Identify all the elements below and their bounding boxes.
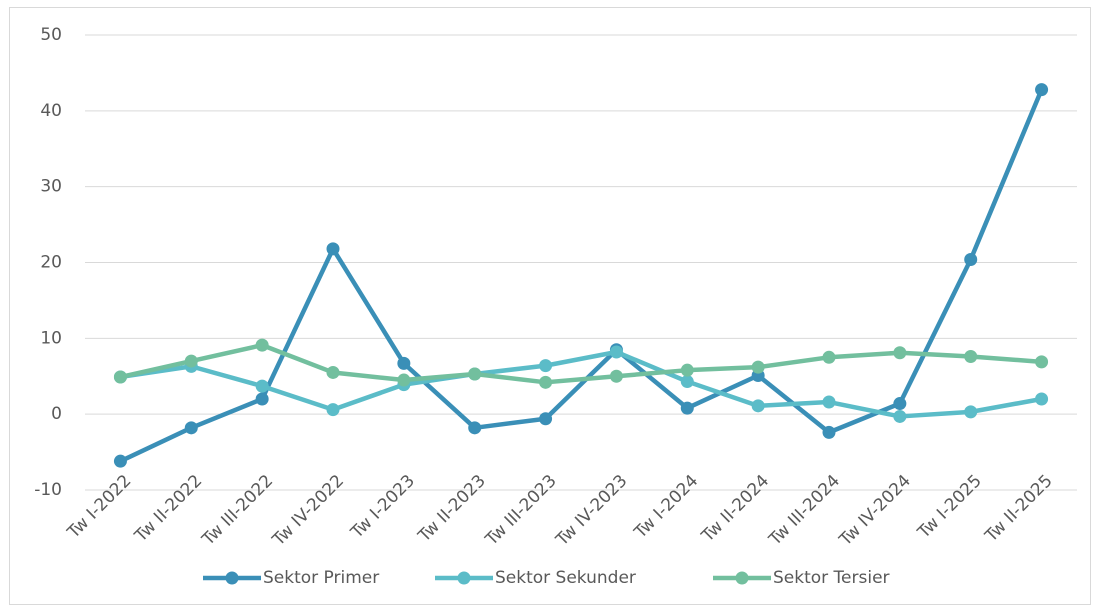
y-tick-label: 20: [40, 253, 62, 273]
legend-marker: [225, 571, 239, 585]
data-point: [822, 425, 836, 439]
data-point: [539, 359, 553, 373]
data-point: [680, 401, 694, 415]
legend-marker: [457, 571, 471, 585]
series-line: [119, 342, 1042, 385]
y-tick-label: 0: [51, 404, 62, 424]
y-tick-label: 10: [40, 328, 62, 348]
y-tick-label: 50: [40, 25, 62, 45]
data-point: [609, 369, 623, 383]
data-point: [397, 373, 411, 387]
data-point: [964, 350, 978, 364]
legend-label: Sektor Sekunder: [495, 568, 636, 588]
data-point: [326, 403, 340, 417]
data-point: [964, 405, 978, 419]
y-tick-label: 40: [40, 101, 62, 121]
data-point: [893, 397, 907, 411]
data-point: [822, 395, 836, 409]
data-point: [113, 454, 127, 468]
data-point: [255, 338, 269, 352]
data-point: [184, 421, 198, 435]
y-tick-label: 30: [40, 177, 62, 197]
data-point: [539, 375, 553, 389]
y-tick-label: -10: [34, 480, 62, 500]
data-point: [893, 409, 907, 423]
data-point: [822, 350, 836, 364]
data-point: [539, 412, 553, 426]
data-point: [326, 365, 340, 379]
data-point: [468, 367, 482, 381]
data-point: [751, 399, 765, 413]
data-point: [680, 375, 694, 389]
data-point: [1035, 83, 1049, 97]
data-point: [468, 421, 482, 435]
data-point: [1035, 392, 1049, 406]
series-line: [120, 349, 1042, 419]
chart-border: [9, 7, 1091, 605]
data-point: [184, 354, 198, 368]
series-line: [119, 88, 1044, 464]
data-point: [113, 370, 127, 384]
data-point: [397, 356, 411, 370]
data-point: [680, 363, 694, 377]
data-point: [255, 392, 269, 406]
legend-marker: [735, 571, 749, 585]
data-point: [1035, 355, 1049, 369]
data-point: [893, 346, 907, 360]
data-point: [326, 242, 340, 256]
legend-label: Sektor Tersier: [773, 568, 890, 588]
legend-label: Sektor Primer: [263, 568, 379, 588]
data-point: [751, 360, 765, 374]
data-point: [964, 252, 978, 266]
data-point: [609, 345, 623, 359]
data-point: [255, 379, 269, 393]
